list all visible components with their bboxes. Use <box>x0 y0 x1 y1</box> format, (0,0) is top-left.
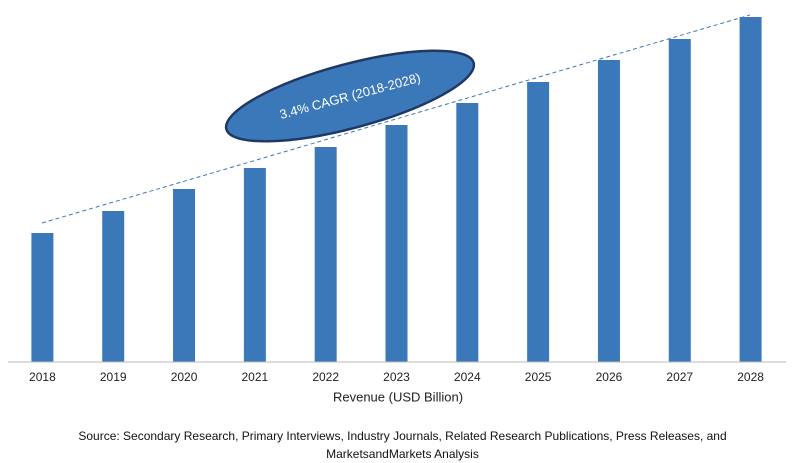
bar <box>456 103 479 362</box>
bar <box>527 82 550 362</box>
x-tick-label: 2019 <box>100 370 127 384</box>
x-tick-label: 2023 <box>383 370 410 384</box>
bar <box>31 233 54 362</box>
bar <box>102 211 125 362</box>
bar <box>243 168 266 362</box>
x-tick-label: 2027 <box>666 370 693 384</box>
bar <box>173 189 196 362</box>
annotation-group: 3.4% CAGR (2018-2028) <box>224 49 476 143</box>
annotation-ellipse <box>224 49 476 143</box>
chart: 3.4% CAGR (2018-2028) Revenue (USD Billi… <box>8 14 786 404</box>
x-tick-label: 2018 <box>29 370 56 384</box>
x-tick-label: 2022 <box>312 370 339 384</box>
x-tick-label: 2028 <box>737 370 764 384</box>
source-note: Source: Secondary Research, Primary Inte… <box>78 429 727 461</box>
x-tick-label: 2025 <box>525 370 552 384</box>
bar <box>739 17 762 362</box>
x-tick-label: 2021 <box>242 370 269 384</box>
trend-line <box>41 14 751 224</box>
x-tick-label: 2026 <box>596 370 623 384</box>
bar <box>314 147 337 362</box>
bar <box>668 39 691 362</box>
bar <box>597 60 620 362</box>
x-axis-title: Revenue (USD Billion) <box>333 389 463 404</box>
bar <box>385 125 408 362</box>
x-tick-label: 2024 <box>454 370 481 384</box>
x-tick-label: 2020 <box>171 370 198 384</box>
